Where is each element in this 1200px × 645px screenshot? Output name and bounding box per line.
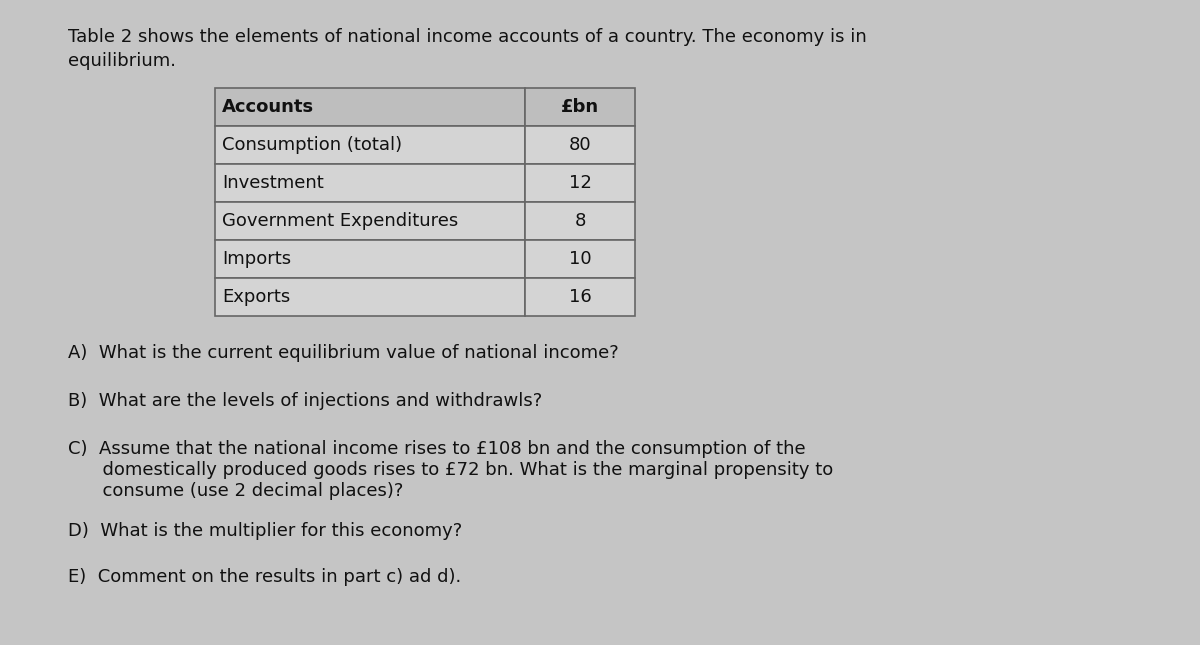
Bar xyxy=(215,126,526,164)
Text: Accounts: Accounts xyxy=(222,98,314,116)
Text: £bn: £bn xyxy=(560,98,599,116)
Text: equilibrium.: equilibrium. xyxy=(68,52,176,70)
Bar xyxy=(526,88,635,126)
Bar xyxy=(526,202,635,240)
Text: consume (use 2 decimal places)?: consume (use 2 decimal places)? xyxy=(68,482,403,500)
Text: 80: 80 xyxy=(569,136,592,154)
Bar xyxy=(215,202,526,240)
Text: Investment: Investment xyxy=(222,174,324,192)
Bar xyxy=(215,88,526,126)
Text: Consumption (total): Consumption (total) xyxy=(222,136,402,154)
Text: 16: 16 xyxy=(569,288,592,306)
Text: Government Expenditures: Government Expenditures xyxy=(222,212,458,230)
Text: A)  What is the current equilibrium value of national income?: A) What is the current equilibrium value… xyxy=(68,344,619,362)
Text: C)  Assume that the national income rises to £108 bn and the consumption of the: C) Assume that the national income rises… xyxy=(68,440,805,458)
Text: Imports: Imports xyxy=(222,250,292,268)
Text: B)  What are the levels of injections and withdrawls?: B) What are the levels of injections and… xyxy=(68,392,542,410)
Bar xyxy=(526,240,635,278)
Bar xyxy=(215,240,526,278)
Text: Exports: Exports xyxy=(222,288,290,306)
Bar xyxy=(215,164,526,202)
Bar xyxy=(215,278,526,316)
Bar xyxy=(526,126,635,164)
Text: Table 2 shows the elements of national income accounts of a country. The economy: Table 2 shows the elements of national i… xyxy=(68,28,866,46)
Bar xyxy=(526,164,635,202)
Text: 10: 10 xyxy=(569,250,592,268)
Text: 8: 8 xyxy=(575,212,586,230)
Text: domestically produced goods rises to £72 bn. What is the marginal propensity to: domestically produced goods rises to £72… xyxy=(68,461,833,479)
Text: 12: 12 xyxy=(569,174,592,192)
Text: D)  What is the multiplier for this economy?: D) What is the multiplier for this econo… xyxy=(68,522,462,540)
Text: E)  Comment on the results in part c) ad d).: E) Comment on the results in part c) ad … xyxy=(68,568,461,586)
Bar xyxy=(526,278,635,316)
